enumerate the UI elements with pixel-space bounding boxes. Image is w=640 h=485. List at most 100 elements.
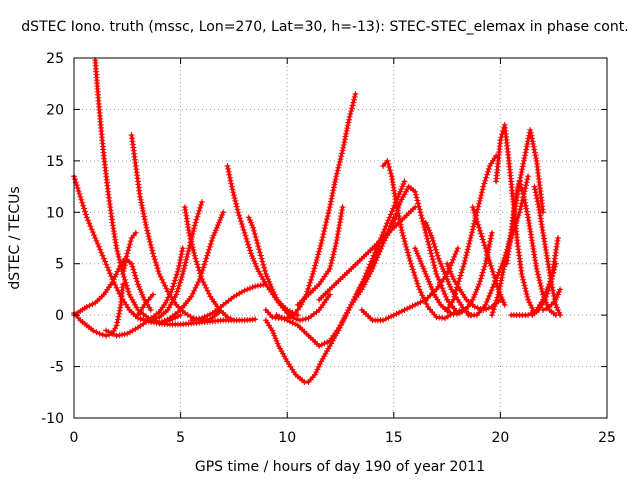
data-point: [130, 299, 137, 306]
data-point: [318, 341, 325, 348]
data-point: [335, 164, 342, 171]
data-point: [514, 190, 521, 197]
data-point: [431, 265, 438, 272]
data-point: [162, 282, 168, 289]
data-point: [167, 301, 174, 308]
data-point: [198, 199, 205, 205]
data-point: [242, 232, 249, 239]
data-point: [537, 280, 544, 287]
data-point: [484, 168, 491, 175]
data-point: [305, 285, 312, 292]
data-point: [470, 223, 477, 230]
data-point: [483, 298, 490, 305]
data-point: [529, 135, 535, 142]
data-point: [190, 228, 197, 235]
data-point: [91, 232, 98, 239]
data-point: [516, 178, 523, 185]
data-point: [292, 321, 299, 328]
data-point: [460, 263, 467, 270]
data-point: [216, 219, 222, 226]
data-point: [523, 182, 529, 189]
data-point: [130, 266, 137, 273]
data-point: [230, 189, 237, 196]
data-point: [144, 230, 151, 237]
data-point: [145, 233, 152, 240]
data-point: [400, 232, 407, 239]
data-point: [331, 248, 338, 255]
data-point: [485, 165, 492, 172]
data-point: [220, 209, 227, 216]
data-point: [254, 240, 261, 247]
data-point: [479, 186, 486, 193]
data-point: [149, 250, 156, 257]
data-point: [233, 203, 240, 210]
data-point: [523, 146, 530, 153]
data-point: [326, 265, 333, 272]
data-point: [138, 289, 145, 295]
data-point: [324, 216, 330, 223]
data-point: [297, 317, 303, 324]
data-point: [452, 251, 459, 257]
data-point: [328, 195, 335, 202]
series-layer: [71, 57, 564, 385]
data-point: [466, 237, 473, 244]
data-point: [208, 237, 215, 244]
data-point: [148, 244, 155, 251]
data-point: [200, 264, 207, 271]
data-point: [382, 316, 389, 322]
data-point: [520, 276, 527, 283]
data-point: [133, 275, 140, 282]
data-point: [120, 271, 126, 277]
data-point: [531, 146, 538, 153]
data-point: [407, 260, 414, 267]
data-point: [543, 305, 550, 312]
data-point: [553, 304, 560, 311]
data-point: [191, 222, 198, 229]
data-point: [177, 254, 184, 261]
data-point: [316, 248, 322, 255]
data-series: [181, 204, 237, 324]
data-point: [549, 287, 556, 294]
data-point: [304, 288, 311, 295]
data-point: [405, 252, 412, 259]
data-point: [428, 250, 435, 257]
data-point: [331, 245, 338, 252]
data-point: [192, 219, 199, 226]
data-point: [243, 235, 250, 242]
data-point: [191, 249, 198, 256]
data-point: [124, 250, 131, 257]
data-point: [447, 309, 454, 316]
data-point: [529, 138, 536, 145]
data-point: [480, 266, 487, 273]
data-point: [387, 170, 394, 177]
data-point: [411, 272, 418, 279]
data-point: [454, 245, 461, 252]
data-point: [477, 278, 483, 285]
data-point: [192, 255, 199, 262]
data-point: [106, 270, 113, 277]
data-point: [194, 261, 201, 268]
data-point: [399, 229, 406, 236]
data-point: [491, 303, 498, 310]
data-point: [396, 191, 403, 198]
data-point: [341, 314, 348, 321]
data-point: [520, 193, 527, 200]
data-point: [226, 171, 233, 178]
data-point: [473, 215, 480, 222]
data-point: [250, 224, 257, 231]
data-point: [329, 254, 336, 261]
data-point: [497, 280, 504, 287]
data-point: [251, 258, 258, 265]
data-point: [114, 319, 121, 326]
data-point: [464, 246, 471, 253]
data-point: [167, 289, 174, 296]
data-point: [201, 261, 208, 268]
data-point: [271, 332, 278, 339]
data-point: [341, 139, 348, 146]
data-point: [546, 282, 553, 288]
data-point: [369, 265, 376, 272]
data-point: [436, 258, 443, 265]
data-series: [135, 291, 156, 319]
data-point: [439, 285, 446, 292]
data-point: [487, 260, 493, 266]
